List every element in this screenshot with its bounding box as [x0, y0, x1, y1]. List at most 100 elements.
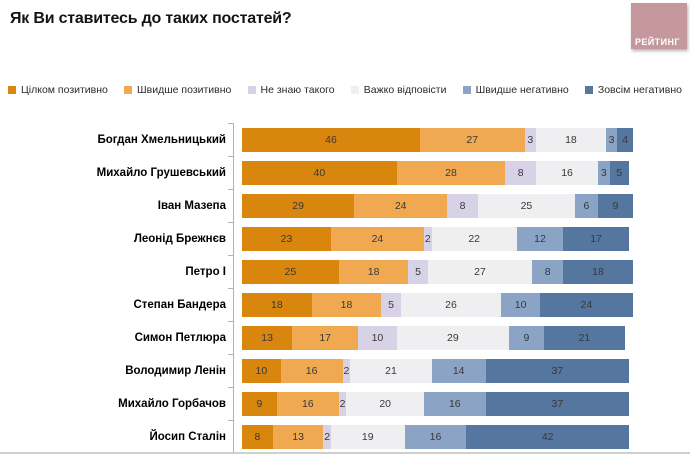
- segment-value: 18: [270, 298, 283, 311]
- segment-value: 5: [616, 166, 623, 179]
- segment-value: 2: [424, 232, 431, 245]
- segment-value: 14: [452, 364, 465, 377]
- stacked-bar: 13 17 10 29 9 21: [242, 325, 626, 350]
- bar-segment: 37: [485, 358, 629, 383]
- bar-segment: 37: [485, 391, 629, 416]
- segment-value: 10: [514, 298, 527, 311]
- bar-segment: 2: [423, 226, 432, 251]
- segment-value: 22: [468, 232, 481, 245]
- bar-segment: 16: [404, 424, 467, 449]
- bar-segment: 27: [420, 127, 525, 152]
- bar-segment: 18: [311, 292, 382, 317]
- segment-value: 9: [612, 199, 619, 212]
- bar-segment: 10: [242, 358, 281, 383]
- chart-row: Петро І 25 18 5 27 8 18: [0, 255, 690, 288]
- legend: Цілком позитивно Швидше позитивно Не знаю …: [8, 82, 682, 97]
- legend-label: Швидше негативно: [475, 83, 569, 96]
- segment-value: 21: [578, 331, 591, 344]
- chart-row: Іван Мазепа 29 24 8 25 6 9: [0, 189, 690, 222]
- bar-segment: 2: [342, 358, 351, 383]
- bar-segment: 42: [466, 424, 629, 449]
- bar-segment: 18: [563, 259, 633, 284]
- bar-segment: 27: [427, 259, 533, 284]
- bar-segment: 24: [354, 193, 448, 218]
- segment-value: 8: [459, 199, 466, 212]
- stacked-bar: 10 16 2 21 14 37: [242, 358, 629, 383]
- segment-value: 3: [527, 133, 534, 146]
- segment-value: 10: [255, 364, 268, 377]
- row-label: Леонід Брежнєв: [133, 232, 226, 245]
- stacked-bar: 8 13 2 19 16 42: [242, 424, 629, 449]
- legend-swatch: [462, 85, 471, 94]
- bar-chart: Богдан Хмельницький 46 27 3 18 3 4 Михайло Груш…: [0, 123, 690, 452]
- legend-swatch: [247, 85, 256, 94]
- bar-segment: 28: [396, 160, 506, 185]
- chart-row: Симон Петлюра 13 17 10 29 9 21: [0, 321, 690, 354]
- legend-item: Не знаю такого: [247, 84, 335, 96]
- y-axis-line: [233, 123, 234, 452]
- chart-row: Михайло Грушевський 40 28 8 16 3 5: [0, 156, 690, 189]
- segment-value: 18: [592, 265, 604, 278]
- segment-value: 9: [523, 331, 530, 344]
- bar-segment: 3: [605, 127, 618, 152]
- segment-value: 20: [379, 397, 391, 410]
- row-label: Богдан Хмельницький: [97, 133, 226, 146]
- segment-value: 9: [256, 397, 263, 410]
- segment-value: 28: [445, 166, 457, 179]
- bar-segment: 10: [501, 292, 540, 317]
- segment-value: 37: [551, 364, 564, 377]
- axis-tick: [228, 354, 233, 355]
- bar-segment: 8: [505, 160, 537, 185]
- bar-segment: 21: [350, 358, 432, 383]
- segment-value: 5: [415, 265, 421, 278]
- row-label: Йосип Сталін: [149, 430, 226, 443]
- axis-tick: [228, 189, 233, 190]
- segment-value: 18: [367, 265, 380, 278]
- bar-segment: 20: [346, 391, 424, 416]
- axis-tick: [228, 387, 233, 388]
- axis-tick: [228, 123, 233, 124]
- segment-value: 6: [583, 199, 590, 212]
- segment-value: 2: [343, 364, 350, 377]
- row-label: Симон Петлюра: [134, 331, 226, 344]
- bar-segment: 18: [536, 127, 606, 152]
- bar-segment: 25: [478, 193, 575, 218]
- segment-value: 16: [305, 364, 318, 377]
- segment-value: 17: [590, 232, 602, 245]
- segment-value: 42: [541, 430, 554, 443]
- row-label: Михайло Грушевський: [96, 166, 226, 179]
- segment-value: 23: [280, 232, 293, 245]
- legend-item: Цілком позитивно: [8, 84, 108, 96]
- bar-segment: 16: [280, 358, 343, 383]
- rating-logo: РЕЙТИНГ: [631, 3, 687, 49]
- stacked-bar: 29 24 8 25 6 9: [242, 193, 633, 218]
- bar-segment: 9: [598, 193, 633, 218]
- segment-value: 24: [394, 199, 407, 212]
- bar-segment: 46: [242, 127, 421, 152]
- legend-item: Швидше негативно: [462, 83, 569, 96]
- chart-row: Степан Бандера 18 18 5 26 10 24: [0, 288, 690, 321]
- segment-value: 13: [292, 430, 304, 443]
- segment-value: 19: [361, 430, 374, 443]
- bar-segment: 6: [574, 193, 599, 218]
- segment-value: 18: [565, 133, 577, 146]
- row-label: Степан Бандера: [133, 298, 226, 311]
- segment-value: 27: [474, 265, 486, 278]
- legend-swatch: [584, 85, 593, 94]
- chart-row: Володимир Ленін 10 16 2 21 14 37: [0, 354, 690, 387]
- bar-segment: 23: [242, 226, 331, 251]
- bar-segment: 3: [598, 160, 610, 185]
- bar-segment: 16: [423, 391, 486, 416]
- stacked-bar: 9 16 2 20 16 37: [242, 391, 629, 416]
- legend-label: Важко відповісти: [363, 83, 447, 96]
- segment-value: 3: [600, 166, 607, 179]
- row-label: Михайло Горбачов: [118, 397, 226, 410]
- bar-segment: 2: [323, 424, 331, 449]
- segment-value: 8: [517, 166, 524, 179]
- bar-segment: 2: [338, 391, 347, 416]
- bar-segment: 16: [536, 160, 599, 185]
- bar-segment: 12: [516, 226, 564, 251]
- bar-segment: 25: [242, 259, 339, 284]
- segment-value: 21: [385, 364, 397, 377]
